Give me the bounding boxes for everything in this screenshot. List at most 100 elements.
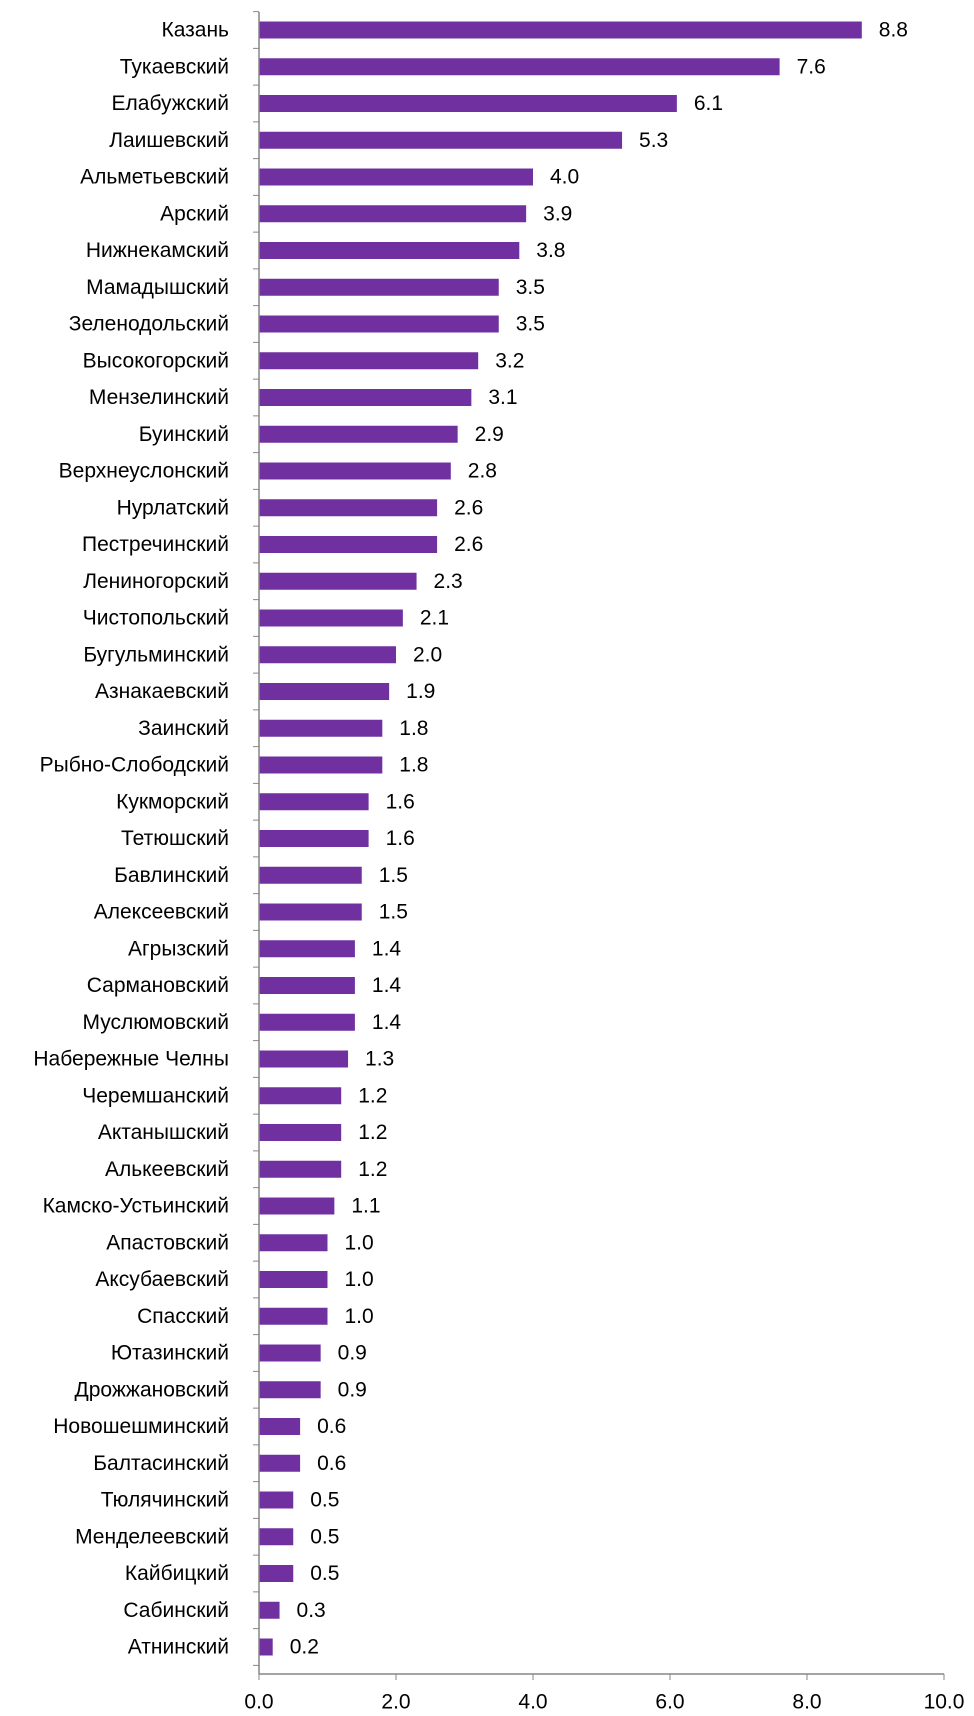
x-tick-label: 2.0 (381, 1691, 410, 1714)
bar (259, 1197, 335, 1215)
data-label: 0.6 (317, 1415, 346, 1438)
category-label: Агрызский (128, 937, 229, 960)
x-tick-label: 6.0 (655, 1691, 684, 1714)
bar (259, 756, 383, 774)
data-label: 1.5 (379, 864, 408, 887)
data-label: 1.8 (399, 754, 428, 777)
category-label: Спасский (137, 1305, 229, 1328)
data-label: 1.9 (406, 680, 435, 703)
data-label: 1.4 (372, 937, 402, 960)
data-label: 1.2 (358, 1121, 387, 1144)
x-tick-label: 10.0 (924, 1691, 965, 1714)
category-label: Кайбицкий (125, 1562, 229, 1585)
bar (259, 609, 403, 627)
category-label: Сармановский (87, 974, 229, 997)
data-label: 8.8 (879, 19, 908, 42)
bar (259, 1528, 294, 1546)
data-label: 6.1 (694, 92, 723, 115)
category-label: Дрожжановский (75, 1378, 229, 1401)
data-label: 1.4 (372, 974, 402, 997)
bar (259, 462, 451, 480)
bar (259, 21, 862, 39)
bar (259, 1050, 349, 1068)
data-label: 0.2 (290, 1636, 319, 1659)
category-label: Тукаевский (120, 55, 229, 78)
data-label: 0.5 (310, 1525, 339, 1548)
data-label: 5.3 (639, 129, 668, 152)
data-label: 2.1 (420, 607, 449, 630)
data-label: 1.3 (365, 1048, 394, 1071)
category-label: Набережные Челны (33, 1048, 229, 1071)
category-label: Нижнекамский (86, 239, 229, 262)
bar (259, 278, 499, 296)
bar (259, 1307, 328, 1325)
category-label: Кукморский (116, 790, 229, 813)
bar (259, 1234, 328, 1252)
category-label: Лаишевский (109, 129, 229, 152)
category-label: Черемшанский (82, 1084, 229, 1107)
bar (259, 168, 533, 186)
category-label: Верхнеуслонский (59, 460, 229, 483)
bar (259, 315, 499, 333)
category-label: Балтасинский (93, 1452, 229, 1475)
bar (259, 205, 527, 223)
category-label: Новошешминский (53, 1415, 229, 1438)
category-label: Пестречинский (82, 533, 229, 556)
data-label: 1.2 (358, 1158, 387, 1181)
category-label: Лениногорский (83, 570, 229, 593)
data-label: 3.1 (488, 386, 517, 409)
bar (259, 572, 417, 590)
category-label: Тюлячинский (101, 1489, 229, 1512)
data-label: 1.4 (372, 1011, 402, 1034)
data-label: 1.5 (379, 901, 408, 924)
data-label: 3.5 (516, 276, 545, 299)
category-label: Тетюшский (121, 827, 229, 850)
data-label: 1.2 (358, 1084, 387, 1107)
category-label: Алькеевский (105, 1158, 229, 1181)
bar (259, 1638, 273, 1656)
category-label: Арский (160, 202, 229, 225)
category-label: Буинский (139, 423, 229, 446)
bar (259, 536, 438, 553)
category-label: Актанышский (98, 1121, 229, 1144)
category-label: Мамадышский (86, 276, 229, 299)
data-label: 4.0 (550, 166, 579, 189)
category-label: Бавлинский (114, 864, 229, 887)
category-label: Заинский (138, 717, 229, 740)
bar (259, 1491, 294, 1509)
bar (259, 242, 520, 259)
bar (259, 389, 472, 406)
bar (259, 425, 458, 443)
data-label: 2.8 (468, 460, 497, 483)
bar (259, 352, 479, 370)
data-label: 1.1 (351, 1195, 380, 1218)
data-label: 1.0 (345, 1268, 374, 1291)
data-label: 0.9 (338, 1378, 367, 1401)
bar (259, 1565, 294, 1582)
category-label: Алексеевский (94, 901, 229, 924)
data-label: 3.8 (536, 239, 565, 262)
category-label: Ютазинский (111, 1342, 229, 1365)
category-label: Елабужский (112, 92, 229, 115)
data-label: 0.3 (297, 1599, 326, 1622)
bar (259, 1601, 280, 1619)
category-label: Альметьевский (80, 166, 229, 189)
category-label: Бугульминский (83, 643, 229, 666)
category-label: Чистопольский (83, 607, 229, 630)
bar (259, 1160, 342, 1178)
bar (259, 1454, 301, 1472)
category-label: Казань (161, 19, 229, 42)
bar (259, 903, 362, 921)
data-label: 1.0 (345, 1231, 374, 1254)
data-label: 1.0 (345, 1305, 374, 1328)
data-label: 2.6 (454, 533, 483, 556)
data-label: 3.5 (516, 313, 545, 336)
bar (259, 1013, 355, 1031)
data-label: 7.6 (797, 55, 826, 78)
data-label: 3.2 (495, 349, 524, 372)
category-label: Рыбно-Слободский (40, 754, 229, 777)
category-label: Камско-Устьинский (43, 1195, 229, 1218)
bar (259, 1381, 321, 1399)
data-label: 2.6 (454, 496, 483, 519)
bar (259, 1418, 301, 1435)
